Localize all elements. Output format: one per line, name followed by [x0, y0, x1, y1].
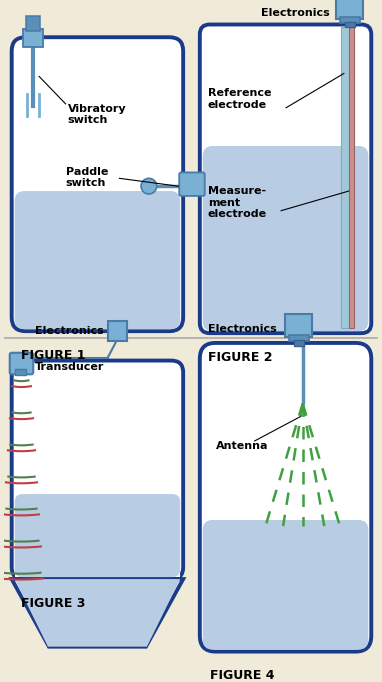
Text: FIGURE 3: FIGURE 3	[21, 597, 86, 610]
Text: Reference
electrode: Reference electrode	[208, 88, 271, 110]
Text: Vibratory
switch: Vibratory switch	[68, 104, 126, 125]
Polygon shape	[12, 579, 183, 647]
FancyBboxPatch shape	[203, 146, 368, 331]
Bar	[341, 27, 351, 328]
Text: FIGURE 2: FIGURE 2	[208, 351, 272, 364]
Bar	[336, 0, 363, 18]
Bar	[294, 340, 304, 346]
Circle shape	[141, 178, 157, 194]
FancyBboxPatch shape	[12, 361, 183, 579]
Bar	[26, 16, 40, 31]
Bar	[345, 22, 354, 27]
FancyBboxPatch shape	[179, 173, 205, 196]
Text: Paddle
switch: Paddle switch	[66, 166, 108, 188]
Bar	[15, 563, 180, 577]
FancyBboxPatch shape	[203, 520, 368, 650]
Text: Transducer: Transducer	[35, 362, 105, 372]
FancyBboxPatch shape	[12, 38, 183, 331]
Text: Electronics: Electronics	[209, 324, 277, 334]
FancyBboxPatch shape	[200, 25, 371, 333]
Bar	[285, 314, 312, 337]
Bar	[23, 29, 43, 47]
Bar	[289, 335, 309, 341]
Text: Antenna: Antenna	[215, 441, 268, 451]
FancyBboxPatch shape	[15, 494, 180, 577]
Bar	[15, 370, 26, 375]
Bar	[108, 321, 127, 341]
Text: FIGURE 4: FIGURE 4	[210, 669, 274, 682]
Bar	[349, 27, 354, 328]
Text: Measure-
ment
electrode: Measure- ment electrode	[208, 186, 267, 220]
Text: Electronics: Electronics	[35, 326, 104, 336]
FancyBboxPatch shape	[200, 343, 371, 651]
Text: FIGURE 1: FIGURE 1	[21, 349, 86, 362]
Bar	[340, 16, 359, 23]
FancyBboxPatch shape	[15, 191, 180, 329]
Text: Electronics: Electronics	[261, 8, 330, 18]
Polygon shape	[15, 579, 180, 647]
FancyBboxPatch shape	[10, 353, 33, 374]
